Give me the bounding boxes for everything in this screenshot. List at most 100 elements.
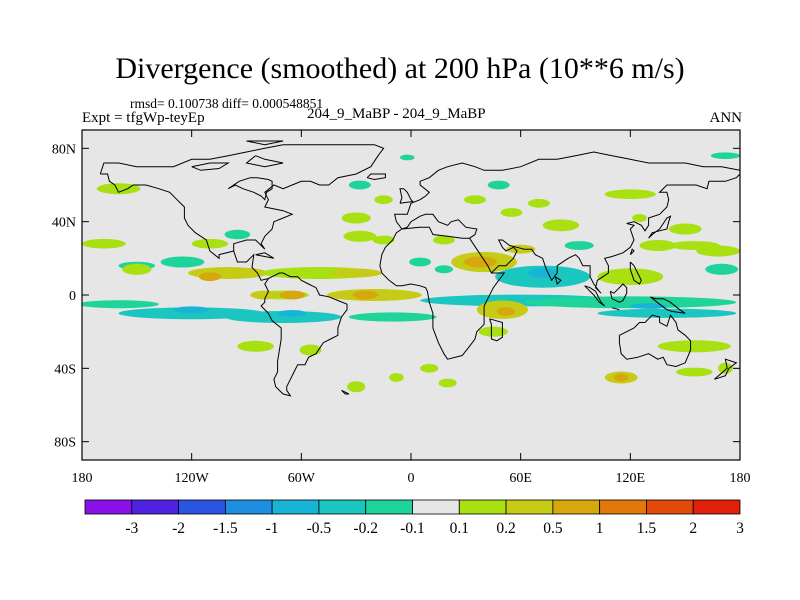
contour-region-22 — [122, 263, 152, 275]
y-tick-label-4: 80S — [54, 436, 76, 451]
colorbar-swatch-1 — [131, 499, 179, 515]
contour-region-25 — [330, 268, 382, 278]
x-tick-label-2: 60W — [288, 471, 316, 486]
contour-region-66 — [528, 268, 558, 278]
colorbar-swatch-0 — [84, 499, 133, 515]
contour-region-5 — [224, 311, 342, 323]
contour-region-12 — [434, 265, 453, 274]
colorbar-label-0: -3 — [125, 520, 138, 537]
contour-region-57 — [632, 214, 647, 222]
contour-region-14 — [705, 263, 739, 275]
coastline-22 — [227, 177, 273, 201]
contour-region-28 — [372, 235, 395, 245]
contour-region-53 — [500, 208, 523, 217]
contour-region-46 — [696, 245, 740, 257]
x-tick-label-5: 120E — [616, 471, 646, 486]
colorbar-label-4: -0.5 — [307, 520, 332, 537]
colorbar-label-2: -1.5 — [213, 520, 238, 537]
y-tick-label-2: 0 — [69, 289, 76, 304]
contour-region-54 — [542, 219, 580, 232]
coastline-9 — [609, 283, 628, 303]
colorbar-swatch-8 — [458, 499, 507, 515]
contour-region-34 — [347, 381, 366, 393]
coastline-21 — [629, 248, 635, 256]
contour-region-50 — [676, 367, 713, 377]
contour-region-47 — [668, 223, 702, 235]
contour-region-56 — [464, 195, 486, 205]
coastline-24 — [246, 140, 284, 146]
contour-region-51 — [718, 362, 733, 374]
coastline-3 — [401, 213, 478, 239]
contour-region-58 — [250, 290, 280, 300]
contour-region-1 — [160, 256, 205, 268]
contour-region-63 — [496, 307, 516, 316]
contour-region-6 — [348, 312, 437, 322]
colorbar-swatch-2 — [178, 499, 226, 515]
x-tick-label-6: 180 — [730, 471, 751, 486]
colorbar-swatch-5 — [318, 499, 367, 515]
contour-region-15 — [348, 180, 371, 190]
coastline-11 — [714, 358, 738, 380]
contour-region-2 — [224, 229, 251, 240]
contour-region-17 — [487, 180, 510, 190]
colorbar-label-9: 0.5 — [543, 520, 563, 537]
colorbar-swatch-11 — [599, 499, 647, 515]
coastline-15 — [245, 155, 284, 168]
contour-region-61 — [352, 290, 379, 300]
colorbar-swatch-4 — [271, 499, 320, 515]
coastline-18 — [629, 261, 642, 285]
contour-region-60 — [279, 290, 306, 300]
coastline-16 — [191, 162, 230, 171]
contour-region-44 — [639, 240, 677, 251]
coastline-7 — [584, 285, 606, 307]
colorbar-label-7: 0.1 — [450, 520, 469, 537]
coastline-20 — [554, 276, 562, 285]
y-tick-label-3: 40S — [54, 362, 76, 377]
colorbar-label-6: -0.1 — [400, 520, 425, 537]
colorbar-label-8: 0.2 — [496, 520, 515, 537]
coastline-0 — [99, 144, 385, 397]
y-tick-label-1: 40N — [52, 216, 76, 231]
colorbar-label-10: 1 — [596, 520, 604, 537]
contour-region-43 — [597, 268, 664, 286]
contour-region-27 — [341, 212, 371, 224]
colorbar-swatch-12 — [646, 499, 694, 515]
contour-region-36 — [420, 363, 439, 373]
axis-ticks: 180 120W 60W 0 60E 120E 180 80N 40N 0 40S 80S — [52, 130, 751, 486]
colorbar-swatch-13 — [692, 499, 741, 515]
contour-region-18 — [710, 152, 740, 159]
contour-region-13 — [564, 241, 594, 250]
contour-region-29 — [374, 195, 393, 205]
coastline-5 — [491, 173, 740, 294]
contour-region-20 — [82, 238, 126, 249]
contour-region-32 — [299, 344, 322, 356]
colorbar-swatch-9 — [505, 499, 554, 515]
colorbar: -3 -2 -1.5 -1 -0.5 -0.2 -0.1 0.1 0.2 0.5 1 1.5 2 3 — [84, 499, 744, 537]
colorbar-label-1: -2 — [172, 520, 185, 537]
coastline-17 — [489, 318, 503, 342]
chart-title: Divergence (smoothed) at 200 hPa (10**6 … — [115, 52, 685, 85]
contour-region-39 — [432, 235, 455, 245]
x-tick-label-4: 60E — [509, 471, 532, 486]
contour-region-26 — [343, 230, 377, 242]
colorbar-label-12: 2 — [689, 520, 697, 537]
contour-region-68 — [630, 303, 667, 309]
contour-region-11 — [409, 257, 432, 267]
coastline-4 — [379, 228, 506, 360]
coastline-12 — [648, 215, 672, 239]
colorbar-label-11: 1.5 — [637, 520, 657, 537]
colorbar-label-13: 3 — [736, 520, 744, 537]
x-tick-label-3: 0 — [408, 471, 415, 486]
contour-region-62 — [464, 256, 497, 268]
colorbar-label-3: -1 — [266, 520, 279, 537]
coastline-2 — [393, 151, 740, 230]
contour-region-52 — [604, 189, 656, 199]
coastline-13 — [399, 188, 414, 204]
season-label: ANN — [709, 110, 743, 126]
coastline-1 — [100, 173, 234, 260]
contour-region-37 — [438, 378, 457, 388]
coastline-8 — [611, 307, 620, 311]
colorbar-swatch-7 — [412, 499, 460, 515]
coastlines — [99, 140, 740, 397]
